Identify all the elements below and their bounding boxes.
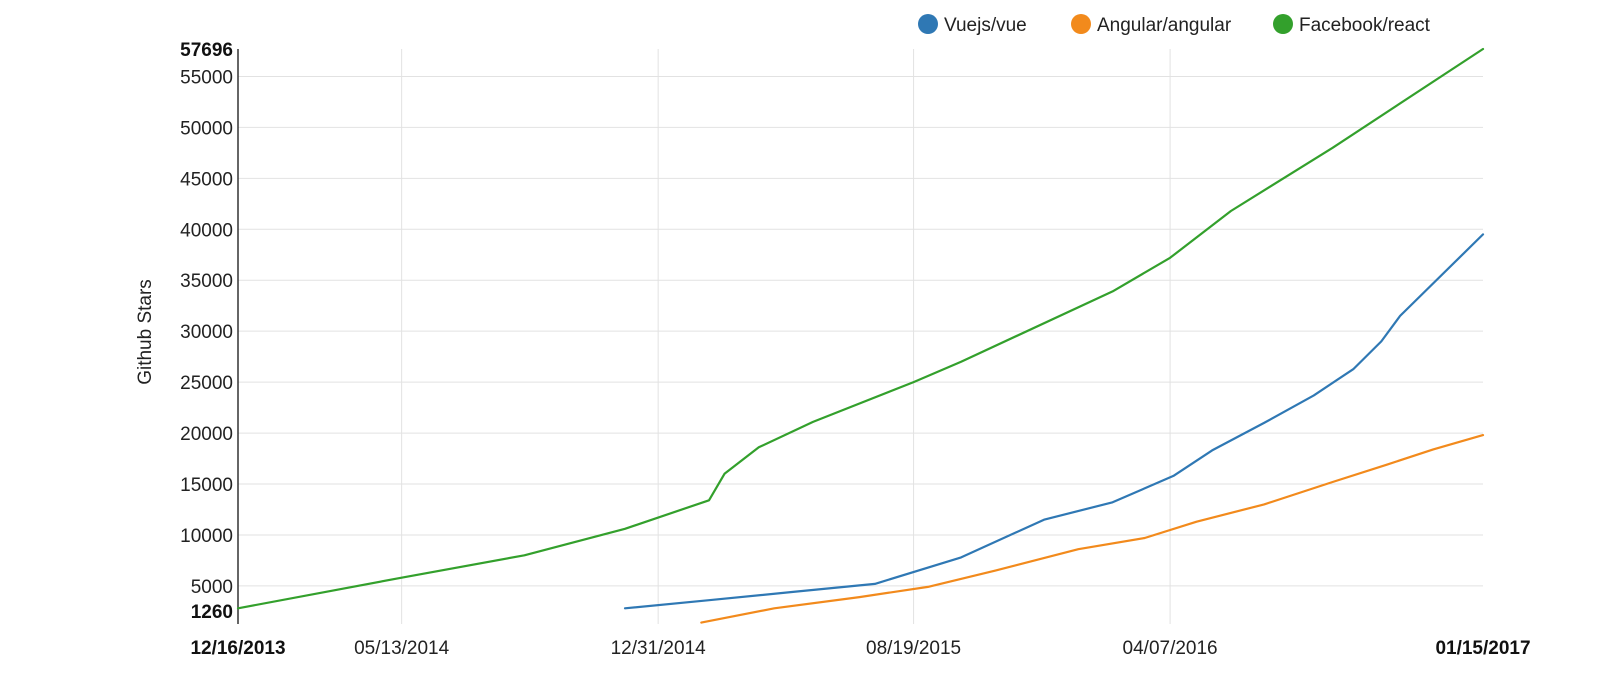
series-line-vuejs-vue [623,233,1485,610]
legend-label: Vuejs/vue [944,15,1027,36]
y-tick-label: 30000 [180,322,233,343]
y-tick-label: 10000 [180,526,233,547]
y-tick-label: 55000 [180,67,233,88]
series-lines [236,47,1485,624]
legend-label: Angular/angular [1097,15,1232,36]
y-tick-label: 1260 [191,602,233,623]
legend-item[interactable]: Facebook/react [1273,14,1431,36]
legend: Vuejs/vue Angular/angular Facebook/react [918,14,1431,36]
y-axis-title: Github Stars [135,279,156,385]
y-tick-label: 35000 [180,271,233,292]
legend-label: Facebook/react [1299,15,1431,36]
x-tick-label: 04/07/2016 [1123,638,1218,659]
x-tick-labels: 12/16/2013 05/13/2014 12/31/2014 08/19/2015… [190,638,1530,659]
legend-swatch [1071,14,1091,34]
x-tick-label: 08/19/2015 [866,638,961,659]
x-tick-label: 05/13/2014 [354,638,450,659]
y-tick-label: 50000 [180,118,233,139]
legend-item[interactable]: Vuejs/vue [918,14,1027,36]
y-tick-label: 25000 [180,373,233,394]
series-line-angular-angular [700,434,1485,624]
legend-item[interactable]: Angular/angular [1071,14,1232,36]
y-tick-label: 40000 [180,220,233,241]
x-tick-label: 12/31/2014 [611,638,707,659]
x-tick-label: 01/15/2017 [1435,638,1530,659]
x-tick-label: 12/16/2013 [190,638,285,659]
y-tick-label: 5000 [191,577,233,598]
legend-swatch [1273,14,1293,34]
legend-swatch [918,14,938,34]
y-tick-label: 15000 [180,475,233,496]
y-tick-labels: 1260 5000 10000 15000 20000 25000 30000 35000 40… [180,40,233,623]
series-line-facebook-react [236,47,1485,610]
y-tick-label: 57696 [180,40,233,61]
y-tick-label: 45000 [180,169,233,190]
y-tick-label: 20000 [180,424,233,445]
grid [238,49,1483,624]
